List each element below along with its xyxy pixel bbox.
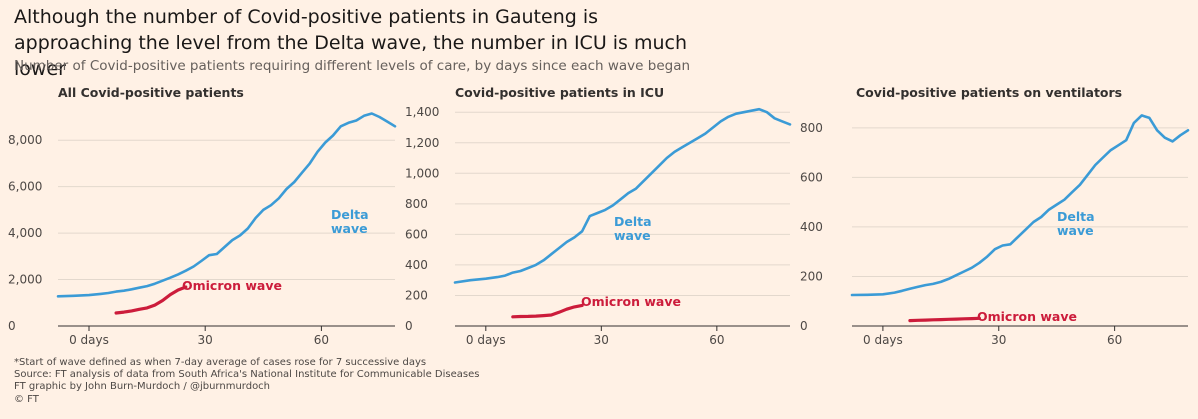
panel-title: All Covid-positive patients [58,85,244,100]
omicron-wave-label: Omicron wave [182,278,282,293]
panel-title: Covid-positive patients in ICU [455,85,664,100]
x-tick-label: 0 days [863,333,903,347]
y-tick-label: 600 [800,170,823,184]
x-tick-label: 60 [709,333,724,347]
x-tick-label: 30 [991,333,1006,347]
delta-wave-label: Delta wave [1057,209,1095,238]
chart-subtitle: Number of Covid-positive patients requir… [14,58,691,74]
y-tick-label: 0 [8,319,16,333]
footnotes: *Start of wave defined as when 7-day ave… [14,357,479,406]
omicron-wave-line [908,316,982,323]
y-tick-label: 0 [405,319,413,333]
omicron-wave-line [511,303,584,319]
x-tick-label: 30 [594,333,609,347]
x-tick-label: 0 days [466,333,506,347]
footnote-credit: FT graphic by John Burn-Murdoch / @jburn… [14,381,271,393]
omicron-wave-label: Omicron wave [977,309,1077,324]
y-tick-label: 800 [800,121,823,135]
x-tick-label: 60 [1107,333,1122,347]
chart-title: Although the number of Covid-positive pa… [14,6,688,80]
panel-icu-patients: Covid-positive patients in ICU0200400600… [405,85,792,347]
x-tick-label: 30 [198,333,213,347]
omicron-wave-line [114,285,188,315]
y-tick-label: 6,000 [8,180,42,194]
y-tick-label: 1,000 [405,166,439,180]
panel-all-patients: All Covid-positive patients 0 2,000 4,000 6,… [8,85,397,347]
y-tick-label: 1,200 [405,136,439,150]
panel-title: Covid-positive patients on ventilators [856,85,1122,100]
y-tick-label: 400 [800,220,823,234]
footnote-wave-definition: *Start of wave defined as when 7-day ave… [14,357,427,368]
y-tick-label: 400 [405,258,428,272]
y-tick-label: 4,000 [8,226,42,240]
delta-wave-label: Delta wave [331,207,369,236]
panel-ventilator-patients: Covid-positive patients on ventilators 0 2… [800,85,1190,347]
omicron-wave-label: Omicron wave [581,294,681,309]
y-tick-label: 1,400 [405,105,439,119]
x-tick-label: 0 days [69,333,109,347]
y-tick-label: 2,000 [8,273,42,287]
y-tick-label: 0 [800,319,808,333]
y-tick-label: 800 [405,197,428,211]
y-tick-label: 8,000 [8,133,42,147]
y-tick-label: 600 [405,227,428,241]
y-tick-label: 200 [800,269,823,283]
delta-wave-label: Delta wave [614,214,652,243]
y-tick-label: 200 [405,288,428,302]
footnote-copyright: © FT [14,393,39,405]
delta-wave-line [850,114,1190,297]
footnote-source: Source: FT analysis of data from South A… [14,369,480,381]
delta-wave-line [56,112,397,298]
delta-wave-line [453,107,792,284]
x-tick-label: 60 [314,333,329,347]
